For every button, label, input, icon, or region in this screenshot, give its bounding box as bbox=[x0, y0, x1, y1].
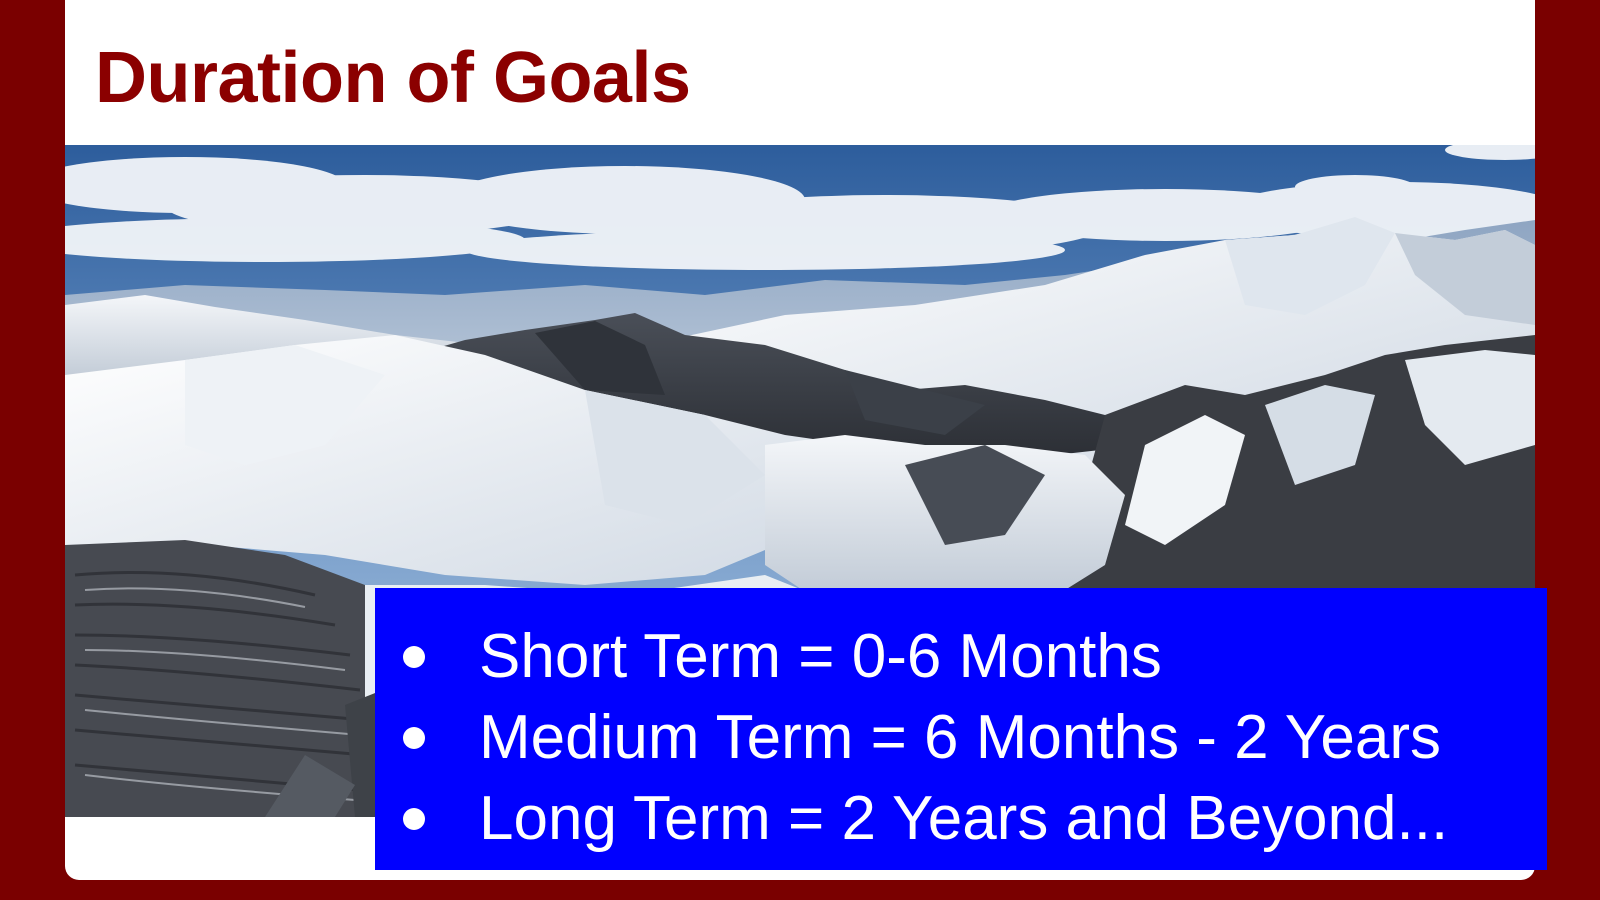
bullet-short-term: Short Term = 0-6 Months bbox=[393, 616, 1547, 697]
slide-title: Duration of Goals bbox=[95, 38, 691, 118]
bullet-dot-icon bbox=[403, 726, 425, 749]
duration-bullets-box: Short Term = 0-6 Months Medium Term = 6 … bbox=[375, 588, 1547, 870]
bullet-dot-icon bbox=[403, 645, 425, 668]
bullet-medium-term: Medium Term = 6 Months - 2 Years bbox=[393, 697, 1547, 778]
duration-bullet-list: Short Term = 0-6 Months Medium Term = 6 … bbox=[393, 616, 1547, 859]
bullet-dot-icon bbox=[403, 807, 425, 830]
bullet-medium-term-text: Medium Term = 6 Months - 2 Years bbox=[479, 703, 1442, 772]
slide-canvas: Duration of Goals bbox=[65, 0, 1535, 880]
mountain-landscape-image bbox=[65, 145, 1535, 817]
mountain-photo bbox=[65, 145, 1535, 817]
bullet-short-term-text: Short Term = 0-6 Months bbox=[479, 622, 1162, 691]
bullet-long-term-text: Long Term = 2 Years and Beyond... bbox=[479, 784, 1449, 853]
bullet-long-term: Long Term = 2 Years and Beyond... bbox=[393, 778, 1547, 859]
